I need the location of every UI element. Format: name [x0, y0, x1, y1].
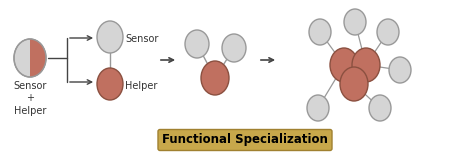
Ellipse shape	[97, 68, 123, 100]
PathPatch shape	[30, 39, 46, 77]
Ellipse shape	[340, 67, 368, 101]
Ellipse shape	[14, 39, 46, 77]
Ellipse shape	[330, 48, 358, 82]
Ellipse shape	[344, 9, 366, 35]
Ellipse shape	[309, 19, 331, 45]
Ellipse shape	[389, 57, 411, 83]
Ellipse shape	[369, 95, 391, 121]
Ellipse shape	[377, 19, 399, 45]
Ellipse shape	[222, 34, 246, 62]
Text: Helper: Helper	[125, 81, 157, 91]
Ellipse shape	[201, 61, 229, 95]
FancyBboxPatch shape	[158, 129, 332, 151]
Ellipse shape	[185, 30, 209, 58]
Text: Sensor
+
Helper: Sensor + Helper	[14, 81, 47, 116]
Ellipse shape	[97, 21, 123, 53]
Text: Sensor: Sensor	[125, 34, 158, 44]
Ellipse shape	[307, 95, 329, 121]
Text: Functional Specialization: Functional Specialization	[162, 133, 328, 146]
Ellipse shape	[352, 48, 380, 82]
